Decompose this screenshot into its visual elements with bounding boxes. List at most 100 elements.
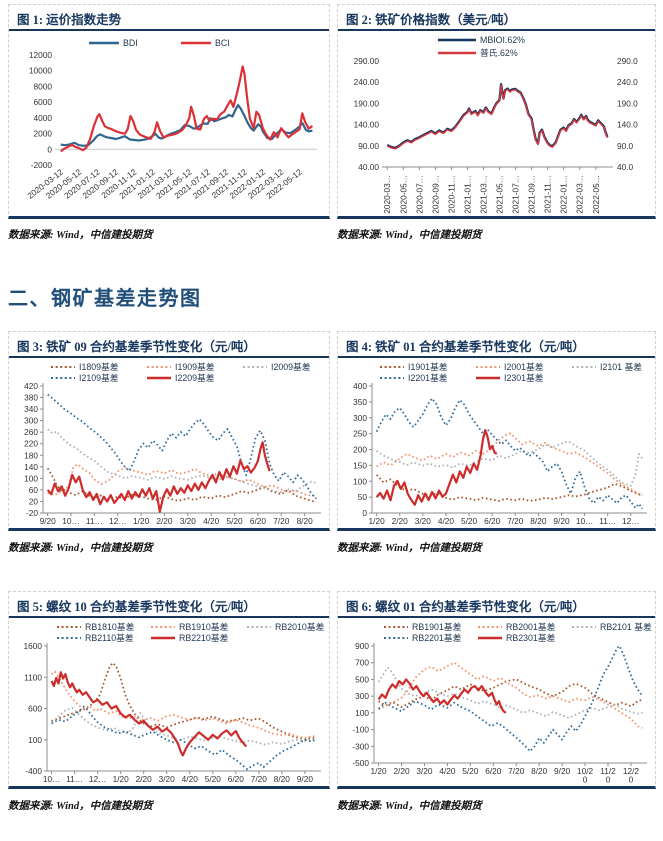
svg-text:2022-05…: 2022-05… xyxy=(591,175,601,214)
svg-text:2/20: 2/20 xyxy=(393,766,410,776)
svg-text:290.0: 290.0 xyxy=(617,56,638,66)
svg-text:1/20: 1/20 xyxy=(371,766,388,776)
series-I2301基差 xyxy=(375,429,498,506)
svg-text:20: 20 xyxy=(29,496,39,506)
series-RB2001基差 xyxy=(378,661,643,729)
legend-label: I2209基差 xyxy=(175,372,215,383)
svg-text:50: 50 xyxy=(358,492,368,502)
section-heading: 二、钢矿基差走势图 xyxy=(8,288,202,310)
svg-text:5/20: 5/20 xyxy=(461,516,478,526)
figure-6-plot: -500 -300 -100 100 300 500 700 900 1/20 2/20 3/20 4… xyxy=(352,621,652,785)
svg-text:2020-07…: 2020-07… xyxy=(414,175,424,214)
svg-text:12000: 12000 xyxy=(29,50,52,60)
svg-text:150: 150 xyxy=(353,460,367,470)
svg-text:5/20: 5/20 xyxy=(462,766,479,776)
svg-text:200: 200 xyxy=(353,445,367,455)
series-I2209基差 xyxy=(46,441,271,513)
legend-label: BDI xyxy=(123,38,138,48)
legend-label: I2009基差 xyxy=(271,361,311,372)
svg-text:10…: 10… xyxy=(62,516,80,526)
svg-text:3/20: 3/20 xyxy=(415,516,432,526)
svg-text:420: 420 xyxy=(24,381,38,391)
svg-text:90.0: 90.0 xyxy=(617,141,634,151)
series-I2101 基差 xyxy=(376,440,644,487)
svg-text:1600: 1600 xyxy=(24,641,43,651)
svg-text:2021-05…: 2021-05… xyxy=(495,175,505,214)
svg-text:190.0: 190.0 xyxy=(617,98,638,108)
svg-text:40.00: 40.00 xyxy=(358,162,379,172)
svg-text:12…: 12… xyxy=(622,516,640,526)
svg-text:2020-09…: 2020-09… xyxy=(430,175,440,214)
figure-1-chart: -2000 0 2000 4000 6000 8000 10000 12000 2020-03-… xyxy=(9,31,329,222)
svg-text:140.0: 140.0 xyxy=(617,120,638,130)
legend-label: I1901基差 xyxy=(408,361,448,372)
figure-2-chart: 40.00 40.0 90.00 90.0 140.00 140.0 190.00 190.0… xyxy=(338,31,655,222)
svg-text:4/20: 4/20 xyxy=(203,516,220,526)
figure-4-box: 图 4: 铁矿 01 合约基差季节性变化（元/吨） 0 50 100 150 200 25… xyxy=(337,331,656,531)
figure-1-plot: -20000200040006000800010000120002020-03-… xyxy=(25,38,317,201)
figure-4-plot: 0 50 100 150 200 250 300 350 400 1/20 2/20 3/20 4/20… xyxy=(353,361,647,526)
figure-4-title: 图 4: 铁矿 01 合约基差季节性变化（元/吨） xyxy=(338,332,655,358)
series-I2201基差 xyxy=(375,397,644,510)
svg-text:7/20: 7/20 xyxy=(508,766,525,776)
svg-text:700: 700 xyxy=(355,658,369,668)
svg-text:5/20: 5/20 xyxy=(226,516,243,526)
series-I1909基差 xyxy=(47,463,317,498)
series-BCI xyxy=(60,65,314,153)
svg-text:6/20: 6/20 xyxy=(484,516,501,526)
svg-text:-2000: -2000 xyxy=(31,160,53,170)
figure-6-box: 图 6: 螺纹 01 合约基差季节性变化（元/吨） -500 -300 -100 10… xyxy=(337,591,656,789)
svg-text:9/20: 9/20 xyxy=(40,516,57,526)
series-普氏.62% xyxy=(386,84,609,150)
figure-1-title: 图 1: 运价指数走势 xyxy=(9,5,329,31)
svg-text:3/20: 3/20 xyxy=(416,766,433,776)
legend-label: I2301基差 xyxy=(504,372,544,383)
svg-text:100: 100 xyxy=(28,735,42,745)
svg-text:-500: -500 xyxy=(352,758,369,768)
svg-text:500: 500 xyxy=(355,674,369,684)
series-RB2110基差 xyxy=(51,705,317,771)
svg-text:8/20: 8/20 xyxy=(530,516,547,526)
svg-text:290.00: 290.00 xyxy=(354,56,380,66)
svg-text:2000: 2000 xyxy=(34,129,53,139)
svg-text:6/20: 6/20 xyxy=(485,766,502,776)
svg-text:100: 100 xyxy=(355,708,369,718)
svg-text:100: 100 xyxy=(353,476,367,486)
figure-3-source: 数据来源: Wind，中信建投期货 xyxy=(8,543,153,554)
svg-text:40.0: 40.0 xyxy=(617,162,634,172)
svg-text:11/20: 11/2 0 xyxy=(600,766,616,785)
svg-text:260: 260 xyxy=(24,427,38,437)
svg-text:900: 900 xyxy=(355,641,369,651)
figure-5-title: 图 5: 螺纹 10 合约基差季节性变化（元/吨） xyxy=(9,592,329,618)
series-RB2101 基差 xyxy=(377,666,643,719)
svg-text:180: 180 xyxy=(24,450,38,460)
svg-text:2022-01…: 2022-01… xyxy=(559,175,569,214)
svg-text:-300: -300 xyxy=(352,741,369,751)
legend-label: I2201基差 xyxy=(408,372,448,383)
legend-label: RB2201基差 xyxy=(412,632,462,643)
svg-text:2021-11…: 2021-11… xyxy=(543,175,553,213)
series-I2009基差 xyxy=(47,428,317,494)
figure-1-box: 图 1: 运价指数走势 -2000 0 2000 4000 6000 8000 10000 1… xyxy=(8,4,330,219)
legend-label: RB1901基差 xyxy=(412,621,462,632)
svg-text:8/20: 8/20 xyxy=(297,516,314,526)
svg-text:1100: 1100 xyxy=(24,672,42,682)
svg-text:9/20: 9/20 xyxy=(297,774,314,784)
svg-text:3/20: 3/20 xyxy=(180,516,197,526)
legend-label: I2001基差 xyxy=(504,361,544,372)
svg-text:60: 60 xyxy=(29,485,39,495)
series-RB2301基差 xyxy=(377,678,507,714)
svg-text:-20: -20 xyxy=(26,508,38,518)
series-RB2210基差 xyxy=(50,671,248,757)
legend-label: RB2110基差 xyxy=(85,632,134,643)
figure-1-source: 数据来源: Wind，中信建投期货 xyxy=(8,230,153,241)
legend-label: I1909基差 xyxy=(175,361,215,372)
svg-text:5/20: 5/20 xyxy=(205,774,222,784)
svg-text:400: 400 xyxy=(353,381,367,391)
figure-6-chart: -500 -300 -100 100 300 500 700 900 1/20 2/20 3/20 4… xyxy=(338,618,655,792)
figure-5-box: 图 5: 螺纹 10 合约基差季节性变化（元/吨） -400 100 600 1100… xyxy=(8,591,330,789)
svg-text:240.0: 240.0 xyxy=(617,77,638,87)
svg-text:4000: 4000 xyxy=(34,113,53,123)
